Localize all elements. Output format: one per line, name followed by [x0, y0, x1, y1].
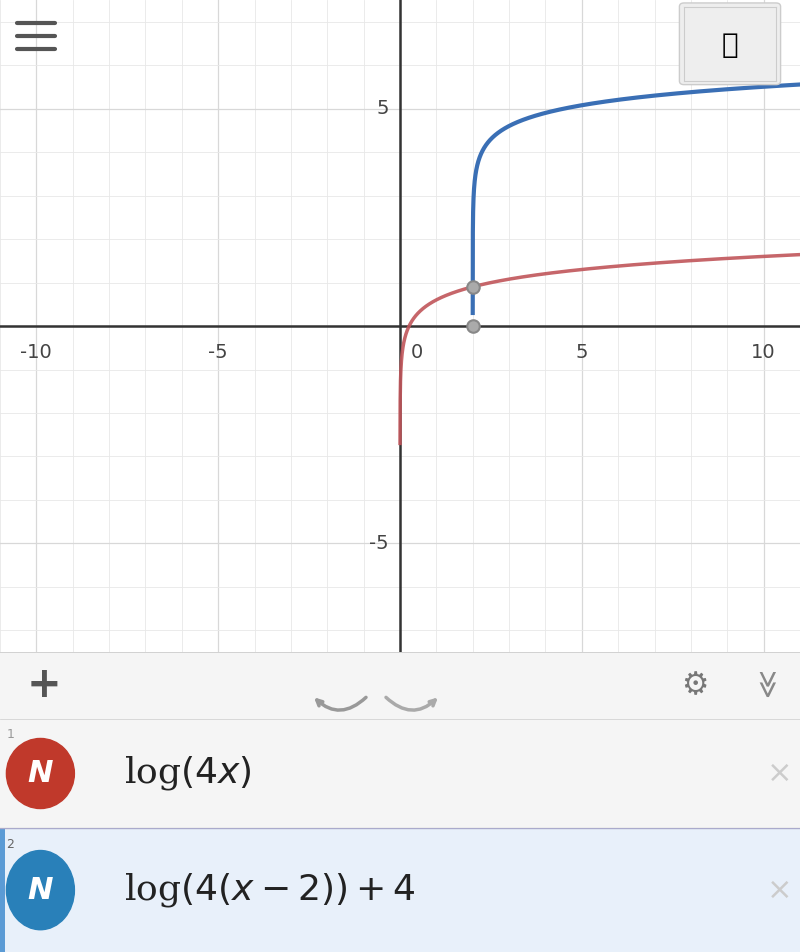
Text: -5: -5 — [208, 343, 228, 362]
Text: $\mathregular{log}(4(x-2))+4$: $\mathregular{log}(4(x-2))+4$ — [124, 871, 416, 909]
Text: ×: × — [767, 759, 793, 788]
Text: 🔧: 🔧 — [722, 31, 738, 59]
Text: 5: 5 — [377, 99, 389, 118]
Text: ×: × — [767, 876, 793, 904]
Text: 2: 2 — [6, 838, 14, 851]
Text: ≫: ≫ — [750, 671, 778, 700]
Circle shape — [6, 850, 74, 930]
Text: $\mathregular{log}(4x)$: $\mathregular{log}(4x)$ — [124, 755, 252, 792]
Text: 1: 1 — [6, 727, 14, 741]
Text: 5: 5 — [575, 343, 588, 362]
Text: -5: -5 — [370, 534, 389, 553]
Text: N: N — [28, 759, 53, 788]
Text: -10: -10 — [21, 343, 52, 362]
Bar — [0, 828, 5, 952]
Text: 0: 0 — [411, 343, 423, 362]
Text: N: N — [28, 876, 53, 904]
Text: +: + — [26, 664, 62, 706]
Circle shape — [6, 739, 74, 808]
Text: 10: 10 — [751, 343, 776, 362]
Text: ⚙: ⚙ — [681, 671, 708, 700]
FancyBboxPatch shape — [679, 3, 781, 85]
